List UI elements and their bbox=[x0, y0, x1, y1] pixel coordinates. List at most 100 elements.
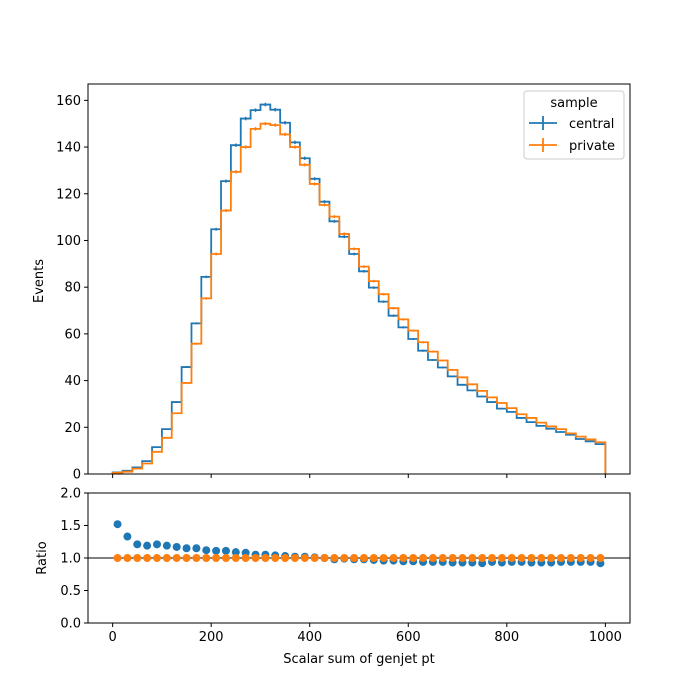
ratio-point-private bbox=[369, 554, 378, 562]
ratio-point-private bbox=[221, 554, 230, 562]
ratio-point-private bbox=[192, 554, 201, 562]
main-y-axis-label: Events bbox=[32, 259, 47, 303]
ratio-x-ticks: 0 200 400 600 800 1000 bbox=[108, 623, 622, 645]
ratio-point-private bbox=[251, 554, 260, 562]
ratio-point-private bbox=[419, 554, 428, 562]
main-y-ticks: 0 20 40 60 80 100 120 140 160 bbox=[56, 94, 88, 483]
ratio-point-central bbox=[192, 544, 201, 553]
legend-title: sample bbox=[550, 96, 597, 111]
main-y-tick-label: 120 bbox=[56, 187, 81, 202]
histogram-private bbox=[111, 122, 607, 474]
ratio-y-tick-label: 1.0 bbox=[60, 552, 81, 567]
legend-entry-private: private bbox=[529, 138, 615, 154]
ratio-point-central bbox=[152, 540, 161, 549]
ratio-point-private bbox=[409, 554, 418, 562]
ratio-point-central bbox=[172, 542, 181, 551]
main-y-tick-label: 140 bbox=[56, 141, 81, 156]
ratio-points bbox=[113, 520, 605, 568]
x-tick-label: 0 bbox=[108, 630, 116, 645]
main-y-tick-label: 100 bbox=[56, 234, 81, 249]
ratio-point-private bbox=[428, 554, 437, 562]
ratio-point-private bbox=[596, 554, 605, 562]
main-x-ticks bbox=[112, 474, 606, 478]
ratio-point-private bbox=[202, 554, 211, 562]
x-tick-label: 400 bbox=[297, 630, 322, 645]
ratio-point-private bbox=[586, 554, 595, 562]
ratio-point-private bbox=[281, 554, 290, 562]
x-axis-label: Scalar sum of genjet pt bbox=[283, 652, 435, 667]
ratio-point-private bbox=[488, 554, 497, 562]
main-y-tick-label: 60 bbox=[64, 327, 81, 342]
ratio-point-private bbox=[231, 554, 240, 562]
ratio-y-axis-label: Ratio bbox=[35, 541, 50, 574]
ratio-point-private bbox=[182, 554, 191, 562]
legend-entry-central: central bbox=[529, 116, 614, 132]
legend: sample central private bbox=[523, 90, 625, 160]
ratio-point-private bbox=[517, 554, 526, 562]
ratio-point-private bbox=[547, 554, 556, 562]
ratio-y-tick-label: 0.5 bbox=[60, 584, 81, 599]
ratio-point-private bbox=[389, 554, 398, 562]
x-tick-label: 1000 bbox=[589, 630, 622, 645]
ratio-point-private bbox=[143, 554, 152, 562]
ratio-point-central bbox=[212, 546, 221, 555]
ratio-point-private bbox=[310, 554, 319, 562]
main-histogram-lines bbox=[111, 102, 607, 474]
ratio-y-tick-label: 2.0 bbox=[60, 487, 81, 502]
ratio-point-private bbox=[152, 554, 161, 562]
ratio-point-private bbox=[478, 554, 487, 562]
main-axes-frame bbox=[87, 83, 631, 475]
x-tick-label: 200 bbox=[199, 630, 224, 645]
ratio-point-private bbox=[448, 554, 457, 562]
ratio-point-private bbox=[133, 554, 142, 562]
ratio-point-private bbox=[271, 554, 280, 562]
legend-box bbox=[523, 90, 625, 160]
ratio-point-central bbox=[123, 532, 132, 541]
ratio-point-private bbox=[340, 554, 349, 562]
x-tick-label: 600 bbox=[396, 630, 421, 645]
x-tick-label: 800 bbox=[494, 630, 519, 645]
ratio-y-tick-label: 0.0 bbox=[60, 617, 81, 632]
ratio-point-private bbox=[320, 554, 329, 562]
ratio-point-private bbox=[212, 554, 221, 562]
ratio-point-private bbox=[468, 554, 477, 562]
ratio-point-central bbox=[182, 544, 191, 553]
ratio-point-private bbox=[527, 554, 536, 562]
ratio-point-central bbox=[133, 540, 142, 549]
ratio-point-private bbox=[241, 554, 250, 562]
ratio-point-private bbox=[497, 554, 506, 562]
ratio-point-private bbox=[379, 554, 388, 562]
ratio-point-private bbox=[172, 554, 181, 562]
ratio-point-private bbox=[261, 554, 270, 562]
ratio-point-private bbox=[350, 554, 359, 562]
ratio-y-ticks: 0.0 0.5 1.0 1.5 2.0 bbox=[60, 487, 88, 632]
ratio-point-central bbox=[231, 548, 240, 557]
ratio-point-central bbox=[162, 541, 171, 550]
ratio-point-private bbox=[438, 554, 447, 562]
ratio-point-private bbox=[507, 554, 516, 562]
ratio-point-private bbox=[458, 554, 467, 562]
main-panel: 0 20 40 60 80 100 120 140 160 Events sample cent… bbox=[32, 83, 631, 483]
ratio-point-central bbox=[113, 520, 122, 529]
ratio-panel: 0 200 400 600 800 1000 0.00.51.01.52.0 Ratio … bbox=[35, 487, 631, 667]
ratio-point-private bbox=[330, 554, 339, 562]
ratio-y-tick-label: 1.5 bbox=[60, 519, 81, 534]
ratio-point-central bbox=[143, 541, 152, 550]
main-y-tick-label: 40 bbox=[64, 374, 81, 389]
ratio-point-private bbox=[557, 554, 566, 562]
ratio-point-private bbox=[300, 554, 309, 562]
ratio-point-private bbox=[537, 554, 546, 562]
legend-central-label: central bbox=[569, 117, 614, 132]
ratio-point-private bbox=[290, 554, 299, 562]
main-y-tick-label: 80 bbox=[64, 281, 81, 296]
ratio-point-central bbox=[202, 546, 211, 555]
ratio-point-private bbox=[123, 554, 132, 562]
legend-private-label: private bbox=[569, 139, 615, 154]
ratio-point-central bbox=[221, 546, 230, 555]
main-y-tick-label: 160 bbox=[56, 94, 81, 109]
ratio-point-private bbox=[359, 554, 368, 562]
ratio-point-private bbox=[576, 554, 585, 562]
ratio-point-private bbox=[162, 554, 171, 562]
main-y-tick-label: 0 bbox=[73, 468, 81, 483]
ratio-point-private bbox=[113, 554, 122, 562]
